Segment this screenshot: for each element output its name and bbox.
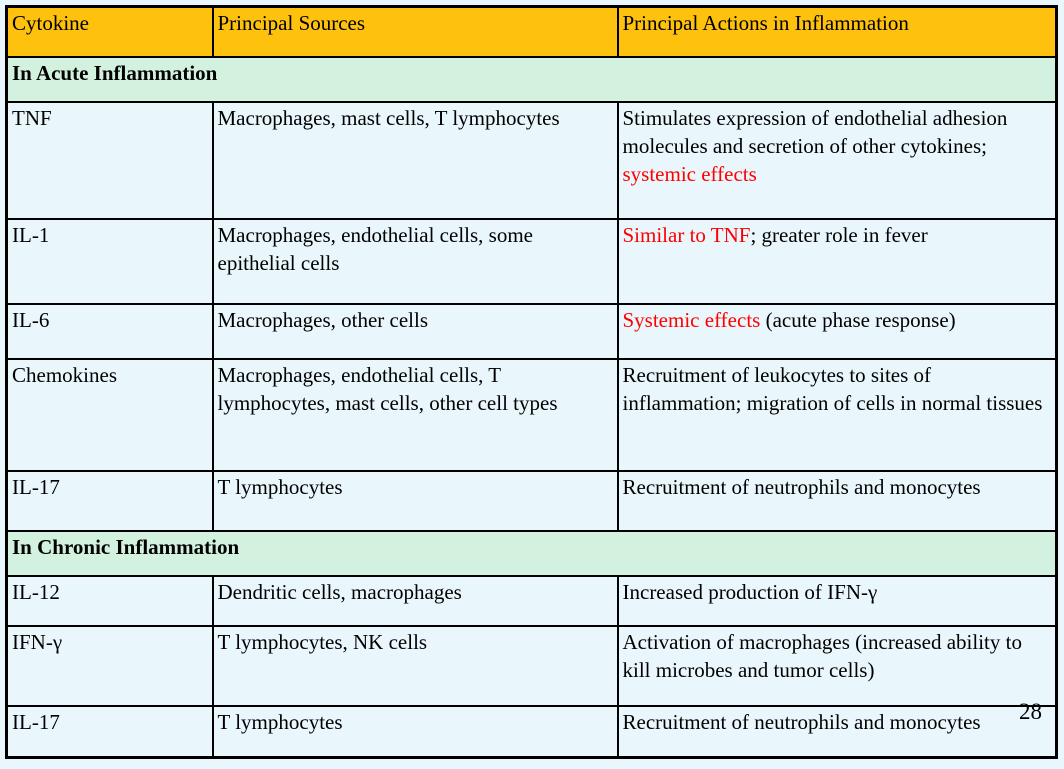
sources-cell: Macrophages, other cells [211, 302, 619, 360]
sources-cell: Dendritic cells, macrophages [211, 574, 619, 627]
sources-cell: T lymphocytes, NK cells [211, 624, 619, 707]
cytokine-cell: IL-17 [5, 704, 214, 759]
sources-cell: Macrophages, mast cells, T lymphocytes [211, 100, 619, 220]
sources-cell: Macrophages, endothelial cells, some epi… [211, 217, 619, 305]
actions-text: Increased production of IFN-γ [622, 579, 878, 604]
table-row: IL-17 T lymphocytes Recruitment of neutrop… [5, 469, 1058, 532]
section-row: In Chronic Inflammation [5, 529, 1058, 577]
actions-cell: Recruitment of leukocytes to sites of in… [616, 357, 1058, 472]
actions-cell: Recruitment of neutrophils and monocytes [616, 469, 1058, 532]
actions-cell: Activation of macrophages (increased abi… [616, 624, 1058, 707]
cytokine-cell: IL-6 [5, 302, 214, 360]
cytokine-cell: Chemokines [5, 357, 214, 472]
page-number: 28 [1019, 699, 1042, 724]
cytokine-cell: IFN-γ [5, 624, 214, 707]
table-row: IL-17 T lymphocytes Recruitment of neutrop… [5, 704, 1058, 759]
actions-text: (acute phase response) [760, 307, 956, 332]
actions-text-highlight: systemic effects [622, 161, 757, 186]
table-row: IL-6 Macrophages, other cells Systemic eff… [5, 302, 1058, 360]
actions-text: Activation of macrophages (increased abi… [622, 629, 1022, 682]
actions-text: Stimulates expression of endothelial adh… [622, 105, 1008, 158]
actions-text-highlight: Systemic effects [622, 307, 761, 332]
table-row: Chemokines Macrophages, endothelial cells… [5, 357, 1058, 472]
col-header-cytokine: Cytokine [5, 5, 214, 58]
section-header: In Acute Inflammation [5, 55, 1058, 103]
table-row: IFN-γ T lymphocytes, NK cells Activation o… [5, 624, 1058, 707]
table-row: TNF Macrophages, mast cells, T lymphocyte… [5, 100, 1058, 220]
actions-text: Recruitment of leukocytes to sites of in… [622, 362, 1043, 415]
actions-text: ; greater role in fever [750, 222, 928, 247]
actions-cell: Similar to TNF; greater role in fever [616, 217, 1058, 305]
cytokine-cell: IL-12 [5, 574, 214, 627]
sources-cell: T lymphocytes [211, 704, 619, 759]
cytokine-cell: IL-17 [5, 469, 214, 532]
table-row: IL-12 Dendritic cells, macrophages Increas… [5, 574, 1058, 627]
actions-cell: Recruitment of neutrophils and monocytes [616, 704, 1058, 759]
table-body: In Acute Inflammation TNF Macrophages, mas… [5, 55, 1058, 759]
table-row: IL-1 Macrophages, endothelial cells, some… [5, 217, 1058, 305]
col-header-principal-actions: Principal Actions in Inflammation [616, 5, 1058, 58]
table-header: Cytokine Principal Sources Principal Act… [5, 5, 1058, 58]
section-row: In Acute Inflammation [5, 55, 1058, 103]
sources-cell: T lymphocytes [211, 469, 619, 532]
actions-text: Recruitment of neutrophils and monocytes [622, 709, 981, 734]
actions-text-highlight: Similar to TNF [622, 222, 751, 247]
actions-cell: Increased production of IFN-γ [616, 574, 1058, 627]
cytokine-cell: TNF [5, 100, 214, 220]
actions-cell: Systemic effects (acute phase response) [616, 302, 1058, 360]
sources-cell: Macrophages, endothelial cells, T lympho… [211, 357, 619, 472]
cytokine-table: Cytokine Principal Sources Principal Act… [5, 5, 1058, 759]
table-header-row: Cytokine Principal Sources Principal Act… [5, 5, 1058, 58]
actions-cell: Stimulates expression of endothelial adh… [616, 100, 1058, 220]
col-header-principal-sources: Principal Sources [211, 5, 619, 58]
cytokine-cell: IL-1 [5, 217, 214, 305]
actions-text: Recruitment of neutrophils and monocytes [622, 474, 981, 499]
section-header: In Chronic Inflammation [5, 529, 1058, 577]
